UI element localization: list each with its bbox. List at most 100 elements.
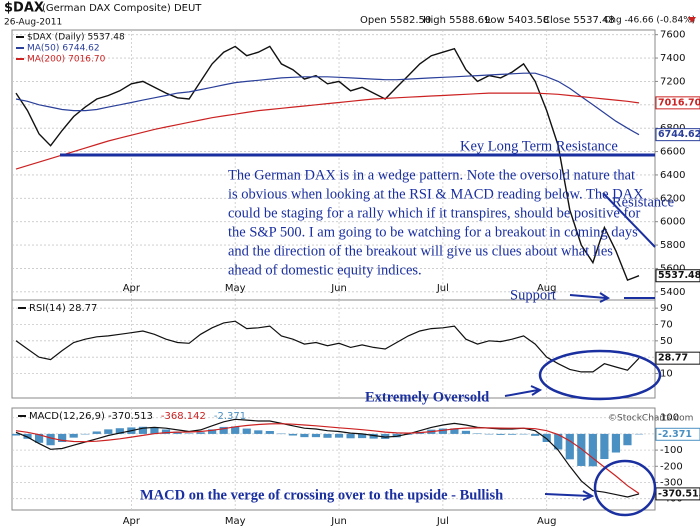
y-tick-label: 5400 <box>660 287 685 298</box>
date: 26-Aug-2011 <box>4 18 62 28</box>
y-tick-label: 6200 <box>660 193 685 204</box>
histogram-bar <box>58 433 67 442</box>
x-tick-label: May <box>225 283 246 294</box>
legend-value: 6744.62 <box>62 44 99 54</box>
last-value: -370.513 <box>658 488 700 499</box>
y-tick-label: -300 <box>660 477 683 488</box>
comment-line: the S&P 500. I am going to be watching f… <box>228 224 638 240</box>
histogram-bar <box>196 432 205 434</box>
histogram-bar <box>150 427 159 434</box>
comment-line: could be staging for a rally which if it… <box>228 205 641 221</box>
histogram-bar <box>531 433 540 436</box>
histogram-bar <box>265 430 274 434</box>
quote: Open 5582.50 High 5588.69 Low 5403.58 Cl… <box>360 15 695 26</box>
histogram-bar <box>450 428 459 434</box>
key-resistance-label: Key Long Term Resistance <box>460 138 618 154</box>
y-tick-label: -100 <box>660 445 683 456</box>
y-tick-label: 50 <box>660 336 673 347</box>
quote-item: Open 5582.50 <box>360 15 431 26</box>
last-value-tag <box>655 351 700 365</box>
y-tick-label: 70 <box>660 320 673 331</box>
oversold-ellipse <box>538 349 662 401</box>
histogram-bar <box>288 433 297 436</box>
x-tick-label: Apr <box>123 516 141 527</box>
symbol: $DAX <box>4 1 44 16</box>
series-line <box>15 320 640 373</box>
panel-frame <box>11 407 656 511</box>
legend-name: MA(200) <box>27 55 65 65</box>
histogram-bar <box>161 429 171 434</box>
histogram-bar <box>381 433 390 439</box>
credit: ©StockCharts.com <box>608 414 693 424</box>
last-value-tag <box>655 427 700 441</box>
histogram-bar <box>565 433 574 460</box>
legend-value: 7016.70 <box>68 55 105 65</box>
histogram-bar <box>519 433 528 435</box>
y-tick-label: 7200 <box>660 76 685 87</box>
quote-item: Low 5403.58 <box>485 15 549 26</box>
y-tick-label: 7400 <box>660 53 685 64</box>
x-tick-label: Jun <box>330 283 347 294</box>
y-tick-label: 90 <box>660 303 673 314</box>
histogram-bar <box>311 433 321 438</box>
legend-value: -368.142 <box>161 411 206 422</box>
histogram-bar <box>334 433 344 438</box>
panel-frame <box>11 299 656 399</box>
y-tick-label: -200 <box>660 461 683 472</box>
wedge-line <box>602 192 656 248</box>
comment-line: The German DAX is in a wedge pattern. No… <box>228 167 635 183</box>
x-tick-label: May <box>225 516 246 527</box>
histogram-bar <box>254 430 263 434</box>
last-value: 28.77 <box>658 353 688 364</box>
support-label: Support <box>510 287 556 303</box>
histogram-bar <box>104 429 113 434</box>
y-tick-label: 6600 <box>660 147 685 158</box>
comment-line: and the direction of the breakout will g… <box>228 243 613 259</box>
last-value: 7016.70 <box>658 97 700 108</box>
last-value: 5537.48 <box>658 270 700 281</box>
macd-note: MACD on the verge of crossing over to th… <box>140 487 503 503</box>
series-line <box>15 423 640 494</box>
histogram-bar <box>231 426 240 434</box>
y-tick-label: 10 <box>660 369 673 380</box>
histogram-bar <box>242 428 251 434</box>
x-tick-label: Apr <box>123 283 141 294</box>
histogram-bar <box>11 433 21 436</box>
histogram-bar <box>115 428 124 434</box>
histogram-bar <box>508 433 517 435</box>
legend-name: MA(50) <box>27 44 59 54</box>
last-value-tag <box>655 96 700 110</box>
histogram-bar <box>554 433 563 450</box>
y-tick-label: 100 <box>660 413 679 424</box>
histogram-bar <box>600 433 609 459</box>
down-arrow <box>688 17 696 23</box>
histogram-bar <box>23 433 32 439</box>
quote-item: Close 5537.48 <box>543 15 615 26</box>
histogram-bar <box>208 429 217 434</box>
x-tick-label: Jun <box>330 516 347 527</box>
y-tick-label: 7600 <box>660 30 685 41</box>
legend-name: RSI(14) <box>29 303 66 314</box>
y-tick-label: 6000 <box>660 217 685 228</box>
resistance-label: Resistance <box>612 194 674 210</box>
x-tick-label: Jul <box>436 283 449 294</box>
histogram-bar <box>46 433 55 446</box>
histogram-bar <box>588 433 597 467</box>
macd-ellipse <box>593 459 657 517</box>
y-tick-label: 5800 <box>660 240 685 251</box>
series-line <box>15 418 640 498</box>
histogram-bar <box>473 433 482 434</box>
histogram-bar <box>634 433 644 435</box>
histogram-bar <box>623 433 632 446</box>
support-arrow <box>569 292 611 303</box>
histogram-bar <box>542 433 551 442</box>
x-tick-label: Aug <box>537 283 557 294</box>
comment-line: is obvious when looking at the RSI & MAC… <box>228 186 644 202</box>
panel-frame <box>11 29 656 301</box>
x-tick-label: Jul <box>436 516 449 527</box>
legend-value: 28.77 <box>69 303 98 314</box>
series-line <box>15 72 640 136</box>
histogram-bar <box>81 433 90 435</box>
last-value-tag <box>655 269 700 283</box>
